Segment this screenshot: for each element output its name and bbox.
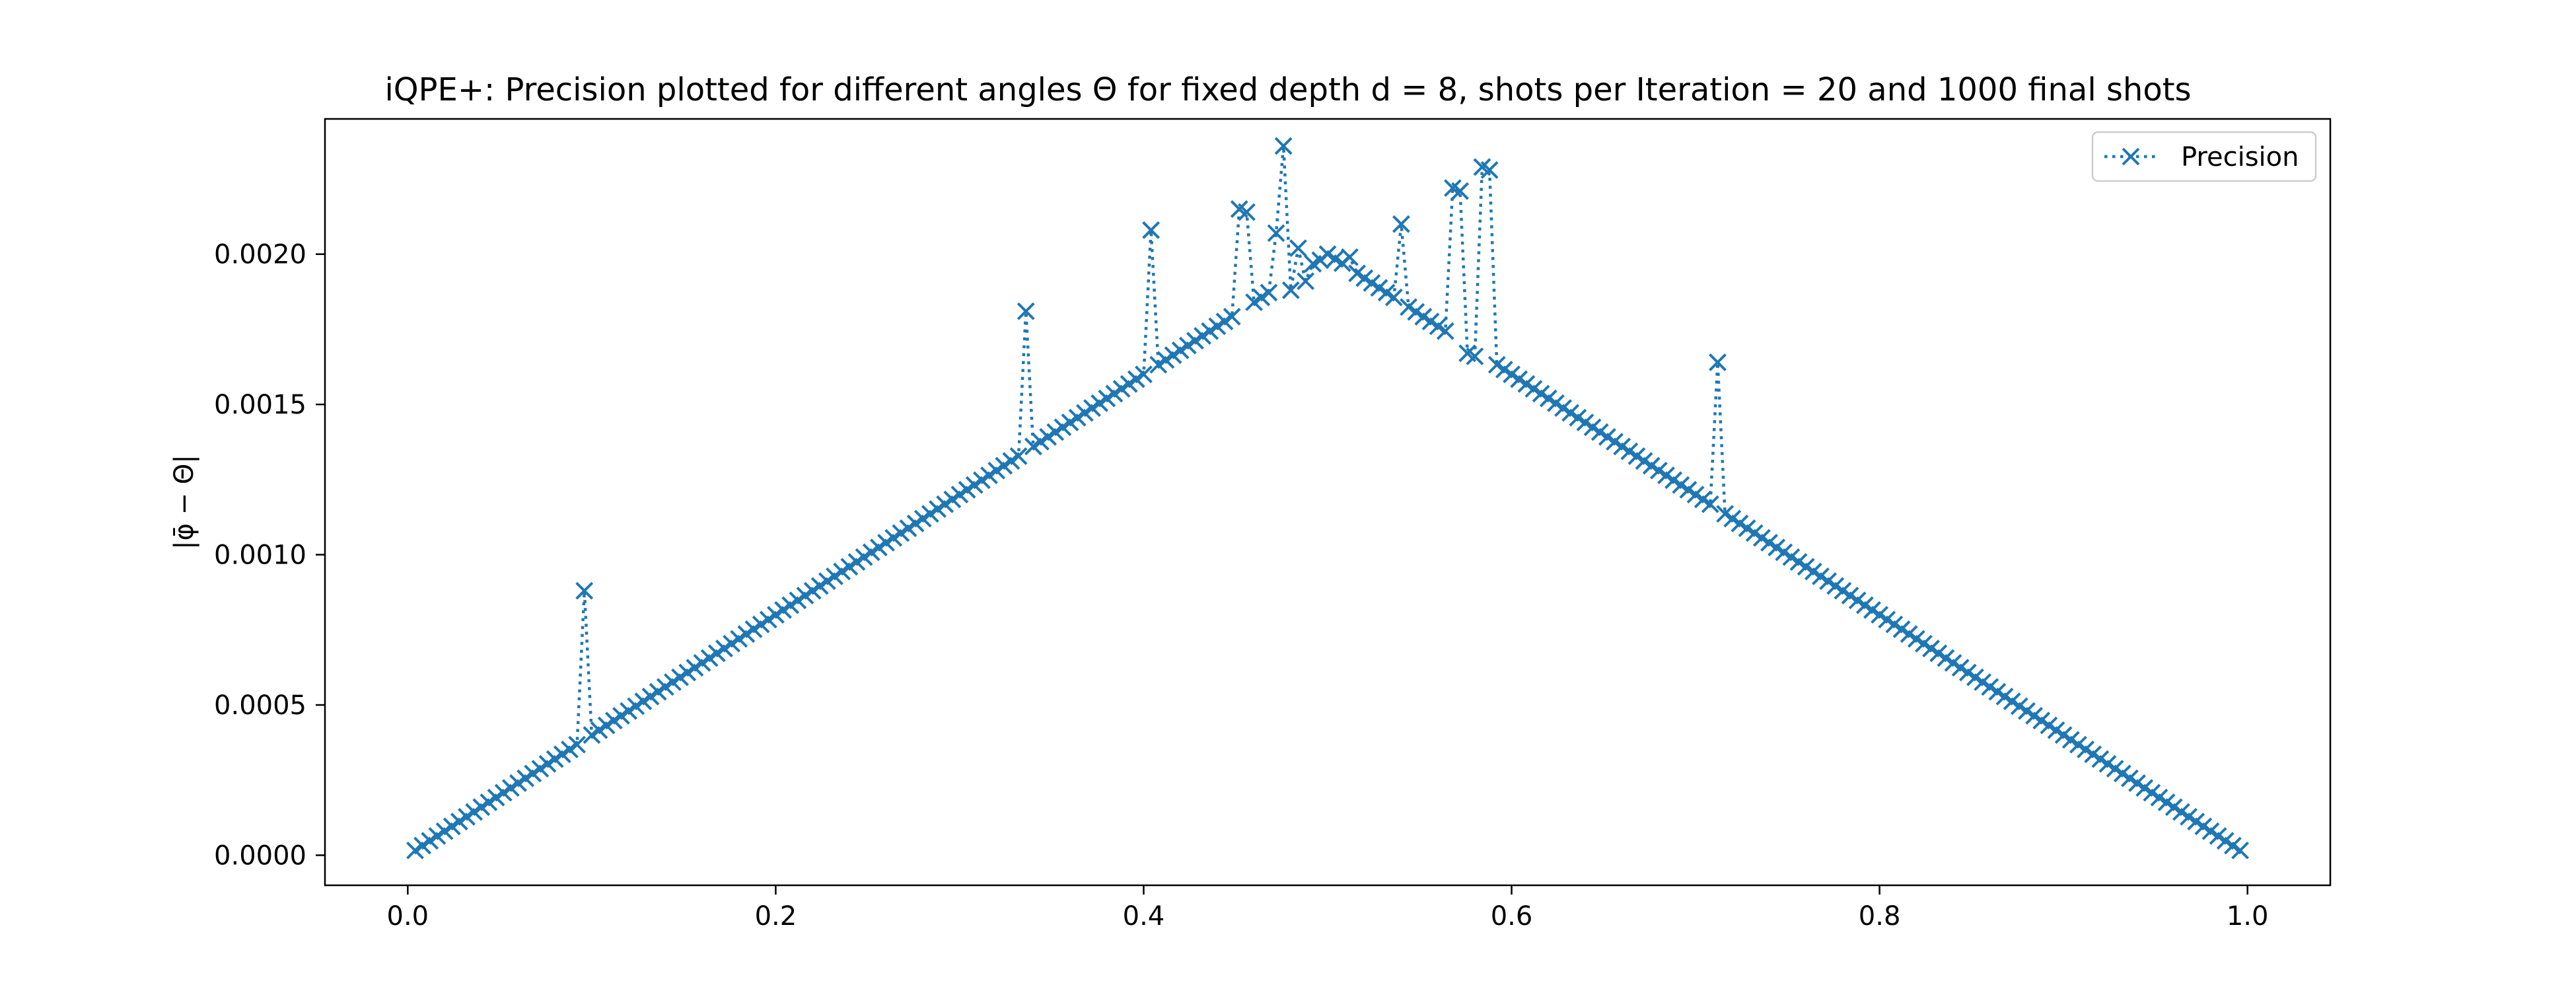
precision-data-point xyxy=(1480,161,1499,179)
x-tick-label: 0.2 xyxy=(755,901,797,932)
precision-data-point xyxy=(568,735,587,754)
precision-data-point xyxy=(1289,239,1307,258)
x-axis-ticks: 0.0 0.2 0.4 0.6 0.8 1.0 xyxy=(387,885,2269,932)
legend: Precision xyxy=(2091,131,2317,182)
x-tick-label: 0.0 xyxy=(387,901,429,932)
precision-data-point xyxy=(1009,447,1028,465)
legend-box xyxy=(2091,131,2317,182)
precision-data-point xyxy=(1436,322,1454,340)
legend-label-precision: Precision xyxy=(2181,142,2299,172)
precision-data-point xyxy=(1451,182,1469,200)
chart-title: iQPE+: Precision plotted for different a… xyxy=(384,71,2191,108)
precision-data-point xyxy=(1341,248,1359,266)
precision-data-point xyxy=(1274,137,1293,155)
x-tick-label: 0.4 xyxy=(1123,901,1165,932)
precision-data-point xyxy=(1297,272,1314,291)
precision-data-point xyxy=(1281,281,1300,299)
precision-data-point xyxy=(1017,302,1035,320)
y-tick-label: 0.0000 xyxy=(214,841,306,871)
precision-data-point xyxy=(1223,307,1241,326)
precision-data-point xyxy=(1142,221,1161,239)
legend-marker-swatch xyxy=(2122,147,2140,166)
precision-data-point xyxy=(2231,841,2249,860)
precision-data-point xyxy=(1267,224,1285,242)
x-tick-label: 0.6 xyxy=(1491,901,1533,932)
precision-data-point xyxy=(1260,283,1278,302)
y-tick-label: 0.0010 xyxy=(214,540,306,571)
y-tick-label: 0.0020 xyxy=(214,240,306,270)
axes-frame xyxy=(324,118,2332,887)
precision-data-point xyxy=(1466,347,1484,365)
precision-data-point xyxy=(1392,215,1410,233)
precision-data-point xyxy=(575,581,594,600)
x-tick-label: 0.8 xyxy=(1859,901,1901,932)
plot-area xyxy=(406,137,2249,860)
precision-data-point xyxy=(1135,365,1153,384)
precision-data-point xyxy=(1238,203,1256,221)
precision-data-point xyxy=(1701,495,1719,513)
y-axis-label: |φ̄ − Θ| xyxy=(169,455,199,550)
precision-markers xyxy=(406,137,2249,860)
x-tick-label: 1.0 xyxy=(2227,901,2269,932)
y-axis-ticks: 0.0000 0.0005 0.0010 0.0015 0.0020 xyxy=(214,240,325,871)
precision-data-point xyxy=(1709,353,1727,371)
y-tick-label: 0.0015 xyxy=(214,390,306,420)
y-tick-label: 0.0005 xyxy=(214,690,306,721)
precision-data-point xyxy=(1384,288,1403,307)
